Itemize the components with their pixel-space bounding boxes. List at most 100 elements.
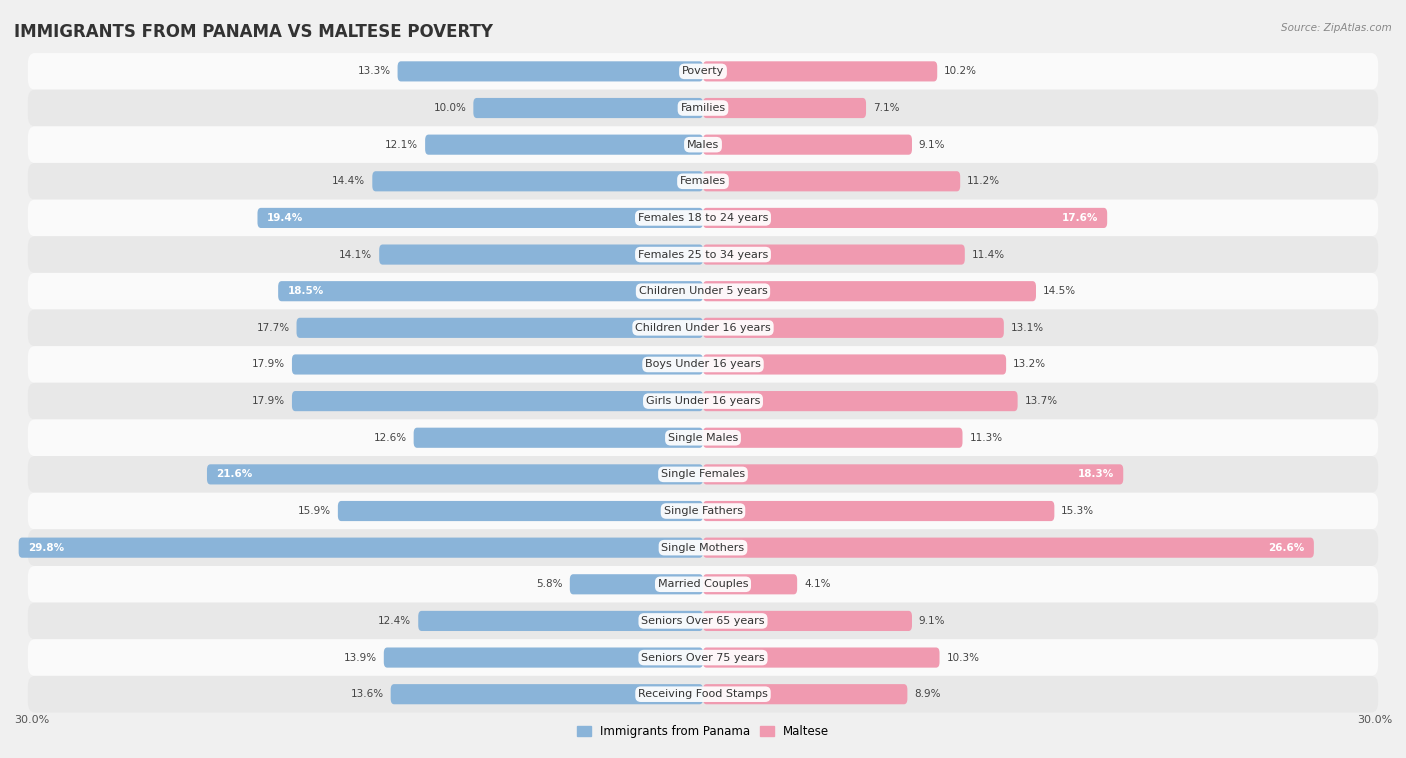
Text: Single Males: Single Males — [668, 433, 738, 443]
Legend: Immigrants from Panama, Maltese: Immigrants from Panama, Maltese — [572, 720, 834, 743]
Text: Poverty: Poverty — [682, 67, 724, 77]
Text: Seniors Over 75 years: Seniors Over 75 years — [641, 653, 765, 662]
Text: 13.7%: 13.7% — [1025, 396, 1057, 406]
FancyBboxPatch shape — [703, 647, 939, 668]
FancyBboxPatch shape — [28, 383, 1378, 419]
FancyBboxPatch shape — [28, 603, 1378, 639]
FancyBboxPatch shape — [28, 53, 1378, 89]
Text: Females 18 to 24 years: Females 18 to 24 years — [638, 213, 768, 223]
FancyBboxPatch shape — [703, 575, 797, 594]
Text: 12.1%: 12.1% — [385, 139, 418, 149]
Text: Receiving Food Stamps: Receiving Food Stamps — [638, 689, 768, 699]
FancyBboxPatch shape — [257, 208, 703, 228]
FancyBboxPatch shape — [391, 684, 703, 704]
FancyBboxPatch shape — [28, 236, 1378, 273]
Text: 30.0%: 30.0% — [14, 716, 49, 725]
FancyBboxPatch shape — [380, 245, 703, 265]
Text: 10.2%: 10.2% — [945, 67, 977, 77]
FancyBboxPatch shape — [425, 135, 703, 155]
FancyBboxPatch shape — [28, 529, 1378, 566]
FancyBboxPatch shape — [384, 647, 703, 668]
Text: Males: Males — [688, 139, 718, 149]
Text: 12.4%: 12.4% — [378, 616, 412, 626]
FancyBboxPatch shape — [474, 98, 703, 118]
Text: Females: Females — [681, 177, 725, 186]
FancyBboxPatch shape — [28, 456, 1378, 493]
Text: Boys Under 16 years: Boys Under 16 years — [645, 359, 761, 369]
Text: 14.1%: 14.1% — [339, 249, 373, 259]
Text: Females 25 to 34 years: Females 25 to 34 years — [638, 249, 768, 259]
FancyBboxPatch shape — [207, 465, 703, 484]
FancyBboxPatch shape — [703, 428, 963, 448]
FancyBboxPatch shape — [569, 575, 703, 594]
FancyBboxPatch shape — [703, 391, 1018, 411]
FancyBboxPatch shape — [703, 355, 1007, 374]
Text: Single Mothers: Single Mothers — [661, 543, 745, 553]
Text: 4.1%: 4.1% — [804, 579, 831, 589]
FancyBboxPatch shape — [28, 346, 1378, 383]
FancyBboxPatch shape — [703, 171, 960, 191]
FancyBboxPatch shape — [703, 245, 965, 265]
Text: 26.6%: 26.6% — [1268, 543, 1305, 553]
Text: 18.3%: 18.3% — [1078, 469, 1114, 479]
Text: 10.0%: 10.0% — [433, 103, 467, 113]
Text: Source: ZipAtlas.com: Source: ZipAtlas.com — [1281, 23, 1392, 33]
Text: 15.9%: 15.9% — [298, 506, 330, 516]
Text: 17.7%: 17.7% — [256, 323, 290, 333]
Text: 13.3%: 13.3% — [357, 67, 391, 77]
FancyBboxPatch shape — [28, 676, 1378, 713]
Text: Married Couples: Married Couples — [658, 579, 748, 589]
FancyBboxPatch shape — [292, 391, 703, 411]
FancyBboxPatch shape — [28, 566, 1378, 603]
FancyBboxPatch shape — [413, 428, 703, 448]
Text: 29.8%: 29.8% — [28, 543, 63, 553]
FancyBboxPatch shape — [28, 163, 1378, 199]
Text: Single Females: Single Females — [661, 469, 745, 479]
Text: 13.2%: 13.2% — [1012, 359, 1046, 369]
FancyBboxPatch shape — [297, 318, 703, 338]
Text: 15.3%: 15.3% — [1062, 506, 1094, 516]
FancyBboxPatch shape — [28, 493, 1378, 529]
Text: Single Fathers: Single Fathers — [664, 506, 742, 516]
Text: 17.6%: 17.6% — [1062, 213, 1098, 223]
FancyBboxPatch shape — [28, 273, 1378, 309]
Text: Families: Families — [681, 103, 725, 113]
FancyBboxPatch shape — [373, 171, 703, 191]
Text: 8.9%: 8.9% — [914, 689, 941, 699]
Text: 10.3%: 10.3% — [946, 653, 980, 662]
Text: Girls Under 16 years: Girls Under 16 years — [645, 396, 761, 406]
FancyBboxPatch shape — [337, 501, 703, 521]
Text: 13.1%: 13.1% — [1011, 323, 1043, 333]
Text: 11.4%: 11.4% — [972, 249, 1005, 259]
Text: 12.6%: 12.6% — [374, 433, 406, 443]
FancyBboxPatch shape — [703, 465, 1123, 484]
Text: 9.1%: 9.1% — [920, 139, 945, 149]
FancyBboxPatch shape — [28, 89, 1378, 127]
FancyBboxPatch shape — [703, 281, 1036, 301]
FancyBboxPatch shape — [28, 639, 1378, 676]
FancyBboxPatch shape — [28, 127, 1378, 163]
Text: 5.8%: 5.8% — [537, 579, 562, 589]
Text: 9.1%: 9.1% — [920, 616, 945, 626]
Text: 17.9%: 17.9% — [252, 359, 285, 369]
FancyBboxPatch shape — [703, 98, 866, 118]
Text: Children Under 5 years: Children Under 5 years — [638, 287, 768, 296]
Text: 13.9%: 13.9% — [344, 653, 377, 662]
Text: 7.1%: 7.1% — [873, 103, 900, 113]
Text: Seniors Over 65 years: Seniors Over 65 years — [641, 616, 765, 626]
FancyBboxPatch shape — [418, 611, 703, 631]
FancyBboxPatch shape — [703, 208, 1107, 228]
Text: 11.2%: 11.2% — [967, 177, 1000, 186]
Text: 13.6%: 13.6% — [350, 689, 384, 699]
FancyBboxPatch shape — [28, 309, 1378, 346]
FancyBboxPatch shape — [703, 684, 907, 704]
Text: IMMIGRANTS FROM PANAMA VS MALTESE POVERTY: IMMIGRANTS FROM PANAMA VS MALTESE POVERT… — [14, 23, 494, 41]
Text: 11.3%: 11.3% — [969, 433, 1002, 443]
Text: 21.6%: 21.6% — [217, 469, 253, 479]
FancyBboxPatch shape — [398, 61, 703, 81]
FancyBboxPatch shape — [703, 501, 1054, 521]
FancyBboxPatch shape — [28, 199, 1378, 236]
Text: 14.4%: 14.4% — [332, 177, 366, 186]
Text: Children Under 16 years: Children Under 16 years — [636, 323, 770, 333]
FancyBboxPatch shape — [703, 318, 1004, 338]
